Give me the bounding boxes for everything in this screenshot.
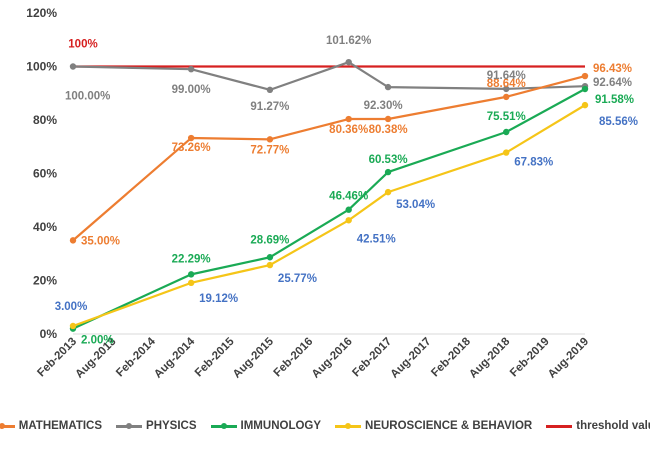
data-point	[503, 85, 510, 93]
legend-label: IMMUNOLOGY	[240, 420, 322, 432]
data-label: 80.38%	[369, 124, 408, 136]
legend-item: NEUROSCIENCE & BEHAVIOR	[335, 420, 532, 432]
data-label: 92.64%	[593, 77, 632, 89]
x-tick-label: Feb-2017	[350, 336, 394, 380]
data-label: 101.62%	[326, 35, 371, 47]
legend-item: IMMUNOLOGY	[210, 420, 322, 432]
data-point	[581, 72, 589, 80]
data-label: 100.00%	[65, 91, 110, 103]
data-point	[266, 136, 274, 143]
data-label: 91.64%	[487, 70, 526, 82]
y-tick-label: 20%	[33, 274, 57, 288]
legend-swatch	[0, 421, 15, 431]
data-point	[187, 65, 195, 73]
legend: MATHEMATICS PHYSICS IMMUNOLOGY NEUROSCIENCE…	[0, 420, 650, 432]
data-point	[503, 93, 510, 101]
data-label: 99.00%	[172, 84, 211, 96]
data-label: 25.77%	[278, 273, 317, 285]
legend-swatch	[116, 421, 143, 431]
data-point	[345, 217, 352, 224]
data-point	[187, 279, 195, 287]
data-point	[266, 261, 274, 269]
data-point	[384, 83, 392, 91]
data-label: 35.00%	[81, 235, 120, 247]
x-tick-label: Feb-2019	[508, 336, 552, 380]
data-point	[384, 115, 392, 123]
data-point	[266, 86, 274, 94]
series-markers	[69, 58, 589, 332]
data-point	[384, 188, 392, 196]
data-label: 53.04%	[396, 199, 435, 211]
data-label: 100%	[68, 39, 97, 51]
data-label: 91.27%	[250, 101, 289, 113]
legend-swatch	[546, 421, 573, 431]
x-tick-label: Aug-2016	[310, 336, 355, 381]
x-tick-label: Aug-2015	[231, 335, 277, 381]
data-label: 96.43%	[593, 63, 632, 75]
data-label: 75.51%	[487, 111, 526, 123]
y-axis-ticks: 0% 20% 40% 60% 80% 100% 120%	[26, 6, 57, 341]
data-point	[187, 134, 195, 142]
legend-label: PHYSICS	[146, 420, 197, 432]
x-tick-label: Aug-2014	[152, 335, 198, 381]
data-point	[345, 206, 352, 213]
data-label: 91.58%	[595, 94, 634, 106]
y-tick-label: 120%	[26, 6, 57, 20]
data-point	[503, 149, 510, 156]
data-label: 73.26%	[172, 142, 211, 154]
x-tick-label: Aug-2017	[388, 336, 433, 381]
x-axis: Feb-2013Aug-2013Feb-2014Aug-2014Feb-2015…	[35, 333, 591, 381]
x-tick-label: Aug-2019	[546, 336, 591, 381]
data-point	[345, 58, 352, 66]
data-point	[503, 128, 510, 136]
data-labels: 35.00% 73.26% 72.77% 80.36% 80.38% 88.64% 96.4…	[55, 35, 638, 346]
data-point	[345, 115, 352, 123]
data-point	[187, 271, 195, 278]
data-point	[69, 237, 77, 244]
legend-item: PHYSICS	[116, 420, 197, 432]
data-point	[69, 63, 77, 70]
series-line-mathematics	[72, 74, 586, 242]
legend-swatch	[210, 421, 237, 431]
data-point	[384, 168, 392, 176]
data-label: 80.36%	[329, 124, 368, 136]
data-label: 67.83%	[514, 157, 553, 169]
x-tick-label: Feb-2016	[272, 336, 316, 380]
x-tick-label: Feb-2013	[35, 336, 79, 380]
data-point	[266, 254, 274, 261]
data-point	[581, 101, 589, 109]
legend-item: MATHEMATICS	[0, 420, 102, 432]
data-label: 88.64%	[487, 78, 526, 90]
data-label: 28.69%	[250, 234, 289, 246]
legend-swatch	[335, 421, 362, 431]
y-tick-label: 80%	[33, 113, 57, 127]
data-point	[69, 322, 77, 330]
data-label: 72.77%	[250, 144, 289, 156]
line-chart: 0% 20% 40% 60% 80% 100% 120% Feb-2013Aug-2013F…	[26, 6, 638, 381]
data-label: 85.56%	[599, 116, 638, 128]
legend-item: threshold value	[546, 420, 650, 432]
legend-label: threshold value	[576, 420, 650, 432]
data-label: 19.12%	[199, 293, 238, 305]
data-label: 60.53%	[369, 154, 408, 166]
data-label: 22.29%	[172, 253, 211, 265]
y-tick-label: 40%	[33, 220, 57, 234]
data-label: 46.46%	[329, 191, 368, 203]
data-label: 42.51%	[357, 233, 396, 245]
data-label: 3.00%	[55, 301, 88, 313]
legend-label: MATHEMATICS	[18, 420, 103, 432]
y-tick-label: 100%	[26, 60, 57, 74]
legend-label: NEUROSCIENCE & BEHAVIOR	[365, 420, 533, 432]
data-point	[581, 85, 589, 93]
x-tick-label: Aug-2018	[467, 335, 513, 381]
y-tick-label: 60%	[33, 167, 57, 181]
data-label: 2.00%	[81, 335, 114, 347]
y-tick-label: 0%	[40, 327, 58, 341]
data-label: 92.30%	[364, 100, 403, 112]
